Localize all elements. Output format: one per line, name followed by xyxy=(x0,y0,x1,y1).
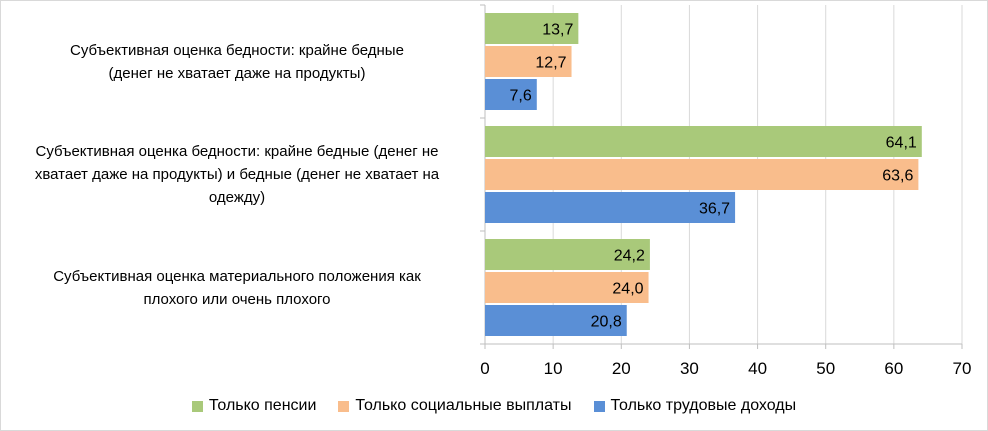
category-label: Субъективная оценка бедности: крайне бед… xyxy=(2,140,472,209)
data-label: 12,7 xyxy=(535,55,566,72)
bar xyxy=(485,305,627,336)
x-tick-label: 20 xyxy=(612,359,631,378)
bar xyxy=(485,126,922,157)
legend-label: Только социальные выплаты xyxy=(355,397,572,414)
legend-item: Только социальные выплаты xyxy=(338,397,572,415)
legend-swatch xyxy=(191,400,203,412)
bar xyxy=(485,159,919,190)
legend-item: Только пенсии xyxy=(191,397,317,415)
category-label-line: Субъективная оценка материального положе… xyxy=(53,267,421,285)
legend-label: Только пенсии xyxy=(208,397,317,414)
data-label: 13,7 xyxy=(542,22,573,39)
category-label-line: (денег не хватает даже на продукты) xyxy=(108,64,366,82)
category-label-line: одежду) xyxy=(208,189,266,206)
category-label-line: хватает даже на продукты) и бедные (дене… xyxy=(34,166,440,183)
category-label-line: плохого или очень плохого xyxy=(143,290,331,308)
legend-label: Только трудовые доходы xyxy=(610,397,797,414)
bar xyxy=(485,272,649,303)
bar xyxy=(485,13,579,44)
legend: Только пенсии Только социальные выплаты То… xyxy=(0,397,988,415)
x-tick-label: 70 xyxy=(953,359,972,378)
x-tick-label: 0 xyxy=(480,359,489,378)
bar xyxy=(485,239,650,270)
bar xyxy=(485,192,736,223)
data-label: 64,1 xyxy=(886,135,917,152)
x-tick-label: 10 xyxy=(544,359,563,378)
x-tick-label: 60 xyxy=(884,359,903,378)
data-label: 24,2 xyxy=(614,248,645,265)
category-label-line: Субъективная оценка бедности: крайне бед… xyxy=(35,143,439,160)
category-label-line: Субъективная оценка бедности: крайне бед… xyxy=(70,41,404,59)
data-label: 63,6 xyxy=(882,168,913,185)
bar xyxy=(485,46,572,77)
category-label: Субъективная оценка материального положе… xyxy=(2,265,472,311)
data-label: 36,7 xyxy=(699,201,730,218)
x-tick-label: 40 xyxy=(748,359,767,378)
x-tick-label: 50 xyxy=(816,359,835,378)
legend-swatch xyxy=(593,400,605,412)
data-label: 7,6 xyxy=(510,88,532,105)
category-label: Субъективная оценка бедности: крайне бед… xyxy=(2,39,472,85)
data-label: 24,0 xyxy=(612,281,643,298)
legend-item: Только трудовые доходы xyxy=(593,397,797,415)
legend-swatch xyxy=(338,400,350,412)
bar-chart: 0 10 20 30 40 50 60 70 13,7 12,77,6 64,1 63,6 36,7 24… xyxy=(480,4,972,378)
x-tick-label: 30 xyxy=(680,359,699,378)
bar xyxy=(485,79,537,110)
data-label: 20,8 xyxy=(591,314,622,331)
